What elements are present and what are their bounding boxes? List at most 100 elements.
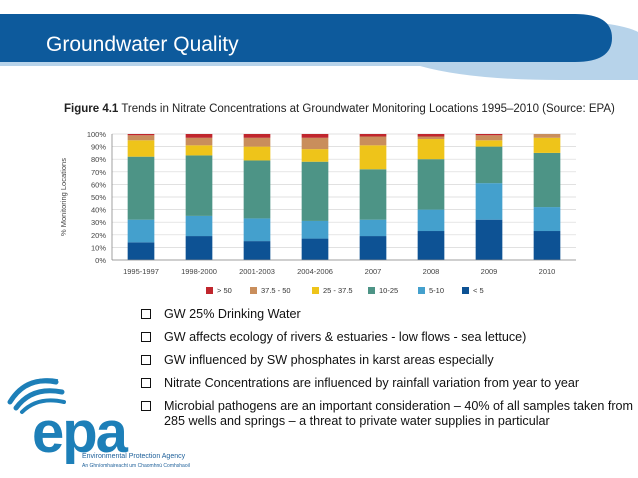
legend-label: 5-10 [429,286,444,295]
bar-segment [185,215,213,237]
bar-segment [185,137,213,146]
bar-segment [301,220,329,239]
stacked-bar-chart: 0% 10% 20% 30% 40% 50% 60% 70% 80% 90% 100% % Monit… [59,130,576,295]
bar-segment [533,231,561,260]
logo-agency-irish-name: An Ghníomhaireacht um Chaomhnú Comhshaoi… [82,463,190,469]
checkbox-bullet-icon [141,378,151,388]
bar-segment [301,161,329,221]
bar-segment [475,134,503,136]
bar-segment [185,155,213,216]
bullet-item: Microbial pathogens are an important con… [138,399,638,429]
bar-segment [475,146,503,184]
bar-segment [475,183,503,220]
bar-segment [417,231,445,260]
logo-agency-name: Environmental Protection Agency [82,453,186,460]
bar-segment [127,156,155,220]
bullet-text: GW 25% Drinking Water [164,307,301,321]
bar-segment [417,139,445,160]
checkbox-bullet-icon [141,332,151,342]
y-axis-label: % Monitoring Locations [59,158,68,236]
figure-title: Figure 4.1 Trends in Nitrate Concentrati… [64,103,615,115]
bullet-item: Nitrate Concentrations are influenced by… [138,376,638,391]
checkbox-bullet-icon [141,401,151,411]
x-tick-label: 1995-1997 [123,267,159,276]
bar-segment [359,219,387,237]
bar-segment [301,149,329,162]
bar-segment [533,207,561,232]
bar-segment [533,152,561,208]
checkbox-bullet-icon [141,309,151,319]
legend-label: > 50 [217,286,232,295]
bar-segment [243,137,271,147]
bar-segment [359,134,387,137]
checkbox-bullet-icon [141,355,151,365]
figure-label: Figure 4.1 [64,103,119,115]
bar-segment [359,236,387,260]
x-tick-label: 2008 [423,267,440,276]
legend-swatch [206,287,213,294]
bar-segment [533,137,561,153]
bar-segment [243,241,271,260]
y-tick-label: 60% [91,180,106,189]
bar-segment [417,209,445,232]
legend-label: 10-25 [379,286,398,295]
bullet-list: GW 25% Drinking Water GW affects ecology… [138,307,638,437]
bar-segment [301,238,329,260]
bar-segment [301,134,329,138]
bar-segment [359,169,387,220]
y-tick-label: 50% [91,193,106,202]
header-band [0,14,638,80]
x-tick-label: 1998-2000 [181,267,217,276]
legend-swatch [312,287,319,294]
logo-wordmark: epa [32,400,129,465]
bar-segment [127,242,155,260]
bar-segment [359,136,387,146]
legend-label: 25 - 37.5 [323,286,353,295]
bar-segment [243,218,271,242]
epa-logo: epa Environmental Protection Agency An G… [7,378,190,469]
bullet-item: GW affects ecology of rivers & estuaries… [138,330,638,345]
slide-title: Groundwater Quality [46,33,239,56]
figure-caption: Trends in Nitrate Concentrations at Grou… [121,103,615,115]
y-tick-label: 0% [95,256,106,265]
bar-segment [475,140,503,147]
bullet-text: Microbial pathogens are an important con… [164,399,634,428]
legend-swatch [250,287,257,294]
bullet-text: GW influenced by SW phosphates in karst … [164,353,494,367]
y-tick-label: 70% [91,168,106,177]
y-tick-label: 40% [91,206,106,215]
y-tick-label: 20% [91,231,106,240]
bar-segment [185,134,213,138]
bullet-item: GW 25% Drinking Water [138,307,638,322]
legend-swatch [418,287,425,294]
x-tick-label: 2001-2003 [239,267,275,276]
bullet-text: GW affects ecology of rivers & estuaries… [164,330,527,344]
bar-segment [185,145,213,156]
bar-segment [417,136,445,140]
legend-label: 37.5 - 50 [261,286,291,295]
legend-label: < 5 [473,286,484,295]
y-tick-label: 100% [87,130,107,139]
y-tick-label: 90% [91,143,106,152]
bar-segment [301,137,329,150]
bar-segment [127,134,155,136]
y-tick-label: 10% [91,243,106,252]
bullet-text: Nitrate Concentrations are influenced by… [164,376,580,390]
bar-segment [127,219,155,243]
bullet-item: GW influenced by SW phosphates in karst … [138,353,638,368]
bar-segment [533,134,561,138]
bar-segment [475,135,503,141]
bar-segment [127,140,155,157]
x-tick-label: 2004-2006 [297,267,333,276]
bar-segment [243,146,271,161]
x-tick-label: 2009 [481,267,498,276]
bar-segment [417,134,445,137]
x-tick-label: 2010 [539,267,556,276]
legend-swatch [368,287,375,294]
legend-swatch [462,287,469,294]
bar-segment [243,134,271,138]
bar-segment [475,219,503,260]
y-tick-label: 30% [91,218,106,227]
bar-segment [243,160,271,219]
bar-segment [185,236,213,260]
